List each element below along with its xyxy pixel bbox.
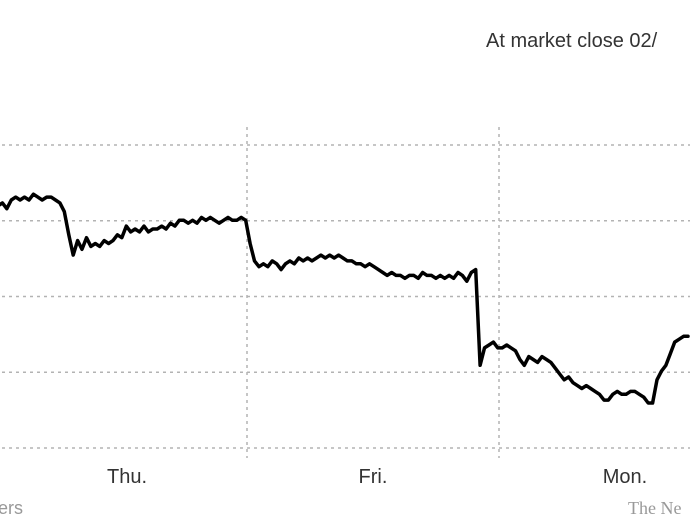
market-status-label: At market close 02/ bbox=[486, 30, 658, 52]
publisher-credit: The Ne bbox=[628, 498, 682, 518]
day-divider-gridlines bbox=[246, 127, 500, 458]
price-line bbox=[0, 192, 690, 405]
horizontal-gridlines bbox=[0, 144, 690, 449]
x-axis-day-labels: Thu. Fri. Mon. bbox=[107, 466, 647, 488]
x-tick-label: Mon. bbox=[603, 466, 647, 488]
x-tick-label: Fri. bbox=[359, 466, 388, 488]
price-series-group bbox=[0, 192, 690, 405]
x-tick-label: Thu. bbox=[107, 466, 147, 488]
source-credit: ers bbox=[0, 498, 24, 518]
